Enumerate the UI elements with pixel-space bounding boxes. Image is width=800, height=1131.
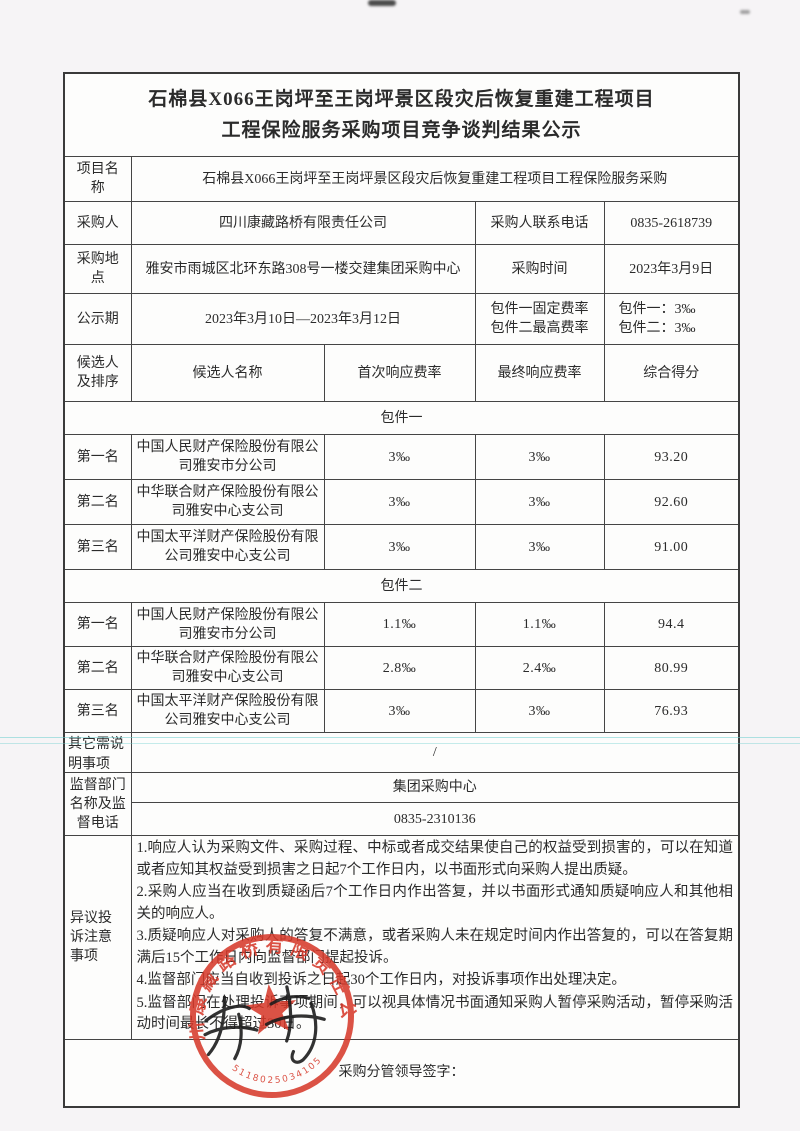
p2r2-final-rate: 2.4‰ bbox=[474, 646, 605, 690]
other-notes-label: 其它需说明事项 bbox=[63, 732, 132, 773]
p2r2-score: 80.99 bbox=[603, 646, 740, 690]
table-row: 第一名 中国人民财产保险股份有限公司雅安市分公司 3‰ 3‰ 93.20 bbox=[63, 434, 740, 480]
p1r2-rank: 第二名 bbox=[63, 479, 132, 525]
location-value: 雅安市雨城区北环东路308号一楼交建集团采购中心 bbox=[130, 244, 476, 294]
purchaser-value: 四川康藏路桥有限责任公司 bbox=[130, 201, 476, 245]
score-header: 综合得分 bbox=[603, 344, 740, 402]
rate-label-line-2: 包件二最高费率 bbox=[490, 321, 589, 336]
table-row: 第二名 中华联合财产保险股份有限公司雅安中心支公司 2.8‰ 2.4‰ 80.9… bbox=[63, 646, 740, 690]
location-label: 采购地点 bbox=[63, 244, 132, 294]
table-row-title: 石棉县X066王岗坪至王岗坪景区段灾后恢复重建工程项目 工程保险服务采购项目竞争… bbox=[63, 72, 740, 157]
purchaser-phone-value: 0835-2618739 bbox=[603, 201, 740, 245]
purchaser-label: 采购人 bbox=[63, 201, 132, 245]
p1r3-score: 91.00 bbox=[603, 524, 740, 570]
table-row-other-notes: 其它需说明事项 / bbox=[63, 732, 740, 773]
rate-label-line-1: 包件一固定费率 bbox=[490, 302, 589, 317]
objection-item-2: 2.采购人应当在收到质疑函后7个工作日内作出答复，并以书面形式通知质疑响应人和其… bbox=[136, 884, 734, 922]
project-name-label: 项目名称 bbox=[63, 156, 132, 202]
supervisor-label: 监督部门名称及监督电话 bbox=[63, 772, 132, 836]
table-row-signature: 采购分管领导签字： bbox=[63, 1038, 740, 1107]
rate-value-line-2: 包件二：3‰ bbox=[618, 321, 696, 336]
p2r2-name: 中华联合财产保险股份有限公司雅安中心支公司 bbox=[130, 646, 325, 690]
supervisor-name-value: 集团采购中心 bbox=[130, 772, 740, 803]
objection-item-3: 3.质疑响应人对采购人的答复不满意，或者采购人未在规定时间内作出答复的，可以在答… bbox=[136, 928, 734, 966]
p1r1-rank: 第一名 bbox=[63, 434, 132, 480]
objection-item-5: 5.监督部门在处理投诉事项期间，可以视具体情况书面通知采购人暂停采购活动，暂停采… bbox=[136, 994, 734, 1033]
p2r1-name: 中国人民财产保险股份有限公司雅安市分公司 bbox=[130, 602, 325, 647]
p2r2-rank: 第二名 bbox=[63, 646, 132, 690]
p2r1-final-rate: 1.1‰ bbox=[474, 602, 605, 647]
p1r2-first-rate: 3‰ bbox=[323, 479, 476, 525]
p1r1-name: 中国人民财产保险股份有限公司雅安市分公司 bbox=[130, 434, 325, 480]
p2r3-score: 76.93 bbox=[603, 689, 740, 733]
rate-values: 包件一：3‰ 包件二：3‰ bbox=[603, 293, 740, 345]
table-row-supervisor-name: 监督部门名称及监督电话 集团采购中心 bbox=[63, 772, 740, 836]
objection-items: 1.响应人认为采购文件、采购过程、中标或者成交结果使自己的权益受到损害的，可以在… bbox=[130, 835, 740, 1040]
publicity-label: 公示期 bbox=[63, 293, 132, 345]
publicity-period-value: 2023年3月10日—2023年3月12日 bbox=[130, 293, 476, 345]
objection-label: 异议投诉注意事项 bbox=[63, 835, 132, 1040]
table-row-location: 采购地点 雅安市雨城区北环东路308号一楼交建集团采购中心 采购时间 2023年… bbox=[63, 244, 740, 294]
table-row-supervisor-phone: 0835-2310136 bbox=[64, 802, 740, 836]
table-row: 第三名 中国太平洋财产保险股份有限公司雅安中心支公司 3‰ 3‰ 76.93 bbox=[63, 689, 740, 733]
table-row: 第三名 中国太平洋财产保险股份有限公司雅安中心支公司 3‰ 3‰ 91.00 bbox=[63, 524, 740, 570]
table-row-objection: 异议投诉注意事项 1.响应人认为采购文件、采购过程、中标或者成交结果使自己的权益… bbox=[63, 835, 740, 1040]
rate-value-line-1: 包件一：3‰ bbox=[618, 302, 696, 317]
procurement-result-table: 石棉县X066王岗坪至王岗坪景区段灾后恢复重建工程项目 工程保险服务采购项目竞争… bbox=[63, 72, 741, 1108]
scan-artifact-mark bbox=[740, 10, 750, 14]
table-row-package1-label: 包件一 bbox=[63, 401, 740, 435]
table-row-publicity: 公示期 2023年3月10日—2023年3月12日 包件一固定费率 包件二最高费… bbox=[63, 293, 740, 345]
package1-label: 包件一 bbox=[63, 401, 740, 435]
p2r1-first-rate: 1.1‰ bbox=[323, 602, 476, 647]
supervisor-phone-value: 0835-2310136 bbox=[130, 802, 740, 836]
objection-item-1: 1.响应人认为采购文件、采购过程、中标或者成交结果使自己的权益受到损害的，可以在… bbox=[136, 840, 734, 878]
p2r3-final-rate: 3‰ bbox=[474, 689, 605, 733]
p1r1-first-rate: 3‰ bbox=[323, 434, 476, 480]
package2-label: 包件二 bbox=[63, 569, 740, 603]
objection-item-4: 4.监督部门应当自收到投诉之日起30个工作日内，对投诉事项作出处理决定。 bbox=[136, 972, 626, 988]
table-row-candidate-header: 候选人及排序 候选人名称 首次响应费率 最终响应费率 综合得分 bbox=[63, 344, 740, 402]
p1r3-rank: 第三名 bbox=[63, 524, 132, 570]
table-row-purchaser: 采购人 四川康藏路桥有限责任公司 采购人联系电话 0835-2618739 bbox=[63, 201, 740, 245]
first-rate-header: 首次响应费率 bbox=[323, 344, 476, 402]
other-notes-value: / bbox=[130, 732, 740, 773]
time-value: 2023年3月9日 bbox=[603, 244, 740, 294]
candidate-name-header: 候选人名称 bbox=[130, 344, 325, 402]
p1r3-final-rate: 3‰ bbox=[474, 524, 605, 570]
p1r2-score: 92.60 bbox=[603, 479, 740, 525]
purchaser-phone-label: 采购人联系电话 bbox=[474, 201, 605, 245]
document-title: 石棉县X066王岗坪至王岗坪景区段灾后恢复重建工程项目 工程保险服务采购项目竞争… bbox=[63, 72, 740, 157]
project-name-value: 石棉县X066王岗坪至王岗坪景区段灾后恢复重建工程项目工程保险服务采购 bbox=[130, 156, 740, 202]
p2r1-score: 94.4 bbox=[603, 602, 740, 647]
table-row-package2-label: 包件二 bbox=[63, 569, 740, 603]
rate-type-labels: 包件一固定费率 包件二最高费率 bbox=[474, 293, 605, 345]
table-row: 第一名 中国人民财产保险股份有限公司雅安市分公司 1.1‰ 1.1‰ 94.4 bbox=[63, 602, 740, 647]
final-rate-header: 最终响应费率 bbox=[474, 344, 605, 402]
p2r3-first-rate: 3‰ bbox=[323, 689, 476, 733]
title-line-1: 石棉县X066王岗坪至王岗坪景区段灾后恢复重建工程项目 bbox=[148, 89, 655, 110]
p2r3-rank: 第三名 bbox=[63, 689, 132, 733]
p1r3-name: 中国太平洋财产保险股份有限公司雅安中心支公司 bbox=[130, 524, 325, 570]
p1r2-final-rate: 3‰ bbox=[474, 479, 605, 525]
signature-label: 采购分管领导签字： bbox=[63, 1038, 740, 1107]
table-row: 第二名 中华联合财产保险股份有限公司雅安中心支公司 3‰ 3‰ 92.60 bbox=[63, 479, 740, 525]
p1r3-first-rate: 3‰ bbox=[323, 524, 476, 570]
time-label: 采购时间 bbox=[474, 244, 605, 294]
other-notes-label-text: 其它需说明事项 bbox=[68, 737, 124, 771]
p1r2-name: 中华联合财产保险股份有限公司雅安中心支公司 bbox=[130, 479, 325, 525]
p2r2-first-rate: 2.8‰ bbox=[323, 646, 476, 690]
p2r3-name: 中国太平洋财产保险股份有限公司雅安中心支公司 bbox=[130, 689, 325, 733]
candidate-rank-header: 候选人及排序 bbox=[63, 344, 132, 402]
p1r1-score: 93.20 bbox=[603, 434, 740, 480]
title-line-2: 工程保险服务采购项目竞争谈判结果公示 bbox=[221, 120, 582, 141]
scan-artifact-mark bbox=[368, 0, 396, 6]
p1r1-final-rate: 3‰ bbox=[474, 434, 605, 480]
p2r1-rank: 第一名 bbox=[63, 602, 132, 647]
table-row-project-name: 项目名称 石棉县X066王岗坪至王岗坪景区段灾后恢复重建工程项目工程保险服务采购 bbox=[63, 156, 740, 202]
